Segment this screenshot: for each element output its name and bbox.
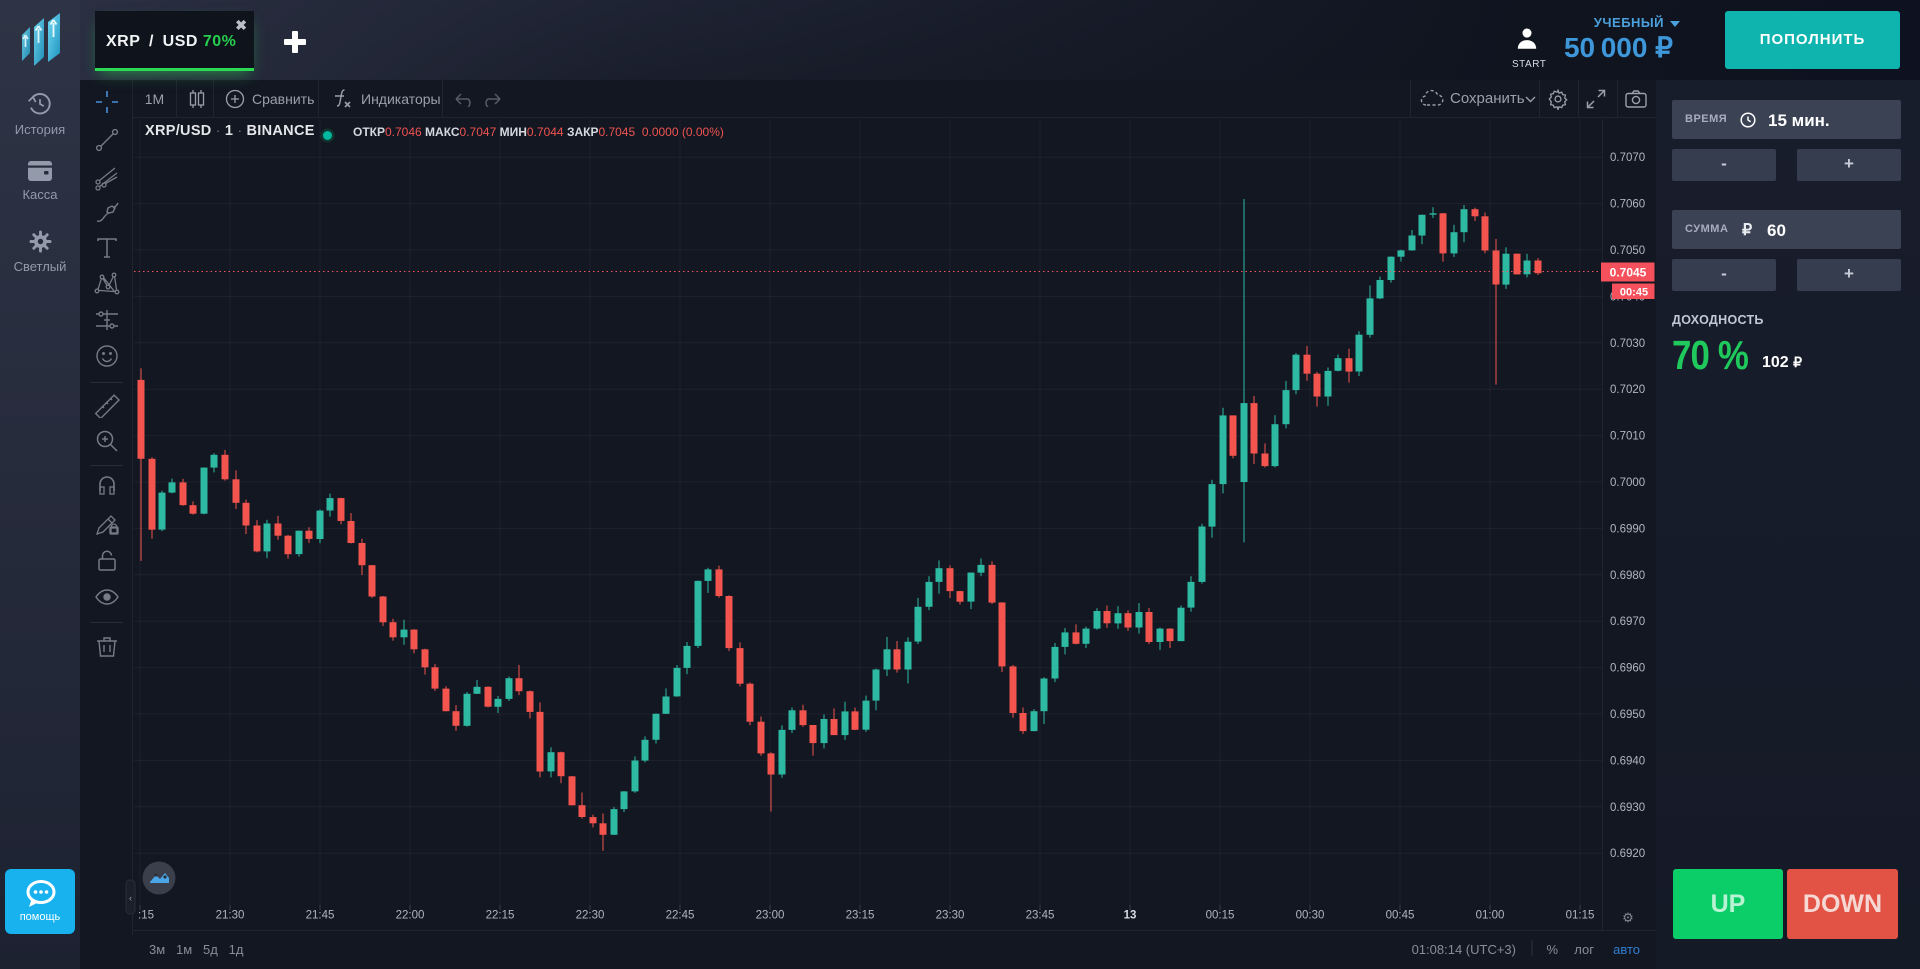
svg-text:0.6980: 0.6980 <box>1610 570 1645 582</box>
svg-text:21:45: 21:45 <box>306 910 335 922</box>
svg-text:0.7045: 0.7045 <box>1610 266 1647 280</box>
svg-text:0.6990: 0.6990 <box>1610 523 1645 535</box>
svg-text:0.7060: 0.7060 <box>1610 199 1645 211</box>
svg-text:0.7030: 0.7030 <box>1610 338 1645 350</box>
svg-text:21:30: 21:30 <box>216 910 245 922</box>
svg-text::15: :15 <box>138 910 154 922</box>
svg-text:0.7010: 0.7010 <box>1610 431 1645 443</box>
svg-text:00:15: 00:15 <box>1206 910 1235 922</box>
svg-text:0.6950: 0.6950 <box>1610 709 1645 721</box>
svg-text:0.6970: 0.6970 <box>1610 616 1645 628</box>
svg-text:0.6920: 0.6920 <box>1610 848 1645 860</box>
svg-text:0.7020: 0.7020 <box>1610 384 1645 396</box>
svg-text:23:30: 23:30 <box>936 910 965 922</box>
svg-text:00:45: 00:45 <box>1386 910 1415 922</box>
svg-text:22:30: 22:30 <box>576 910 605 922</box>
svg-text:00:45: 00:45 <box>1620 287 1648 299</box>
svg-text:‹: ‹ <box>129 893 132 903</box>
svg-text:22:45: 22:45 <box>666 910 695 922</box>
svg-text:00:30: 00:30 <box>1296 910 1325 922</box>
svg-text:23:15: 23:15 <box>846 910 875 922</box>
svg-text:0.7050: 0.7050 <box>1610 245 1645 257</box>
svg-text:0.6930: 0.6930 <box>1610 802 1645 814</box>
svg-text:01:00: 01:00 <box>1476 910 1505 922</box>
svg-text:22:15: 22:15 <box>486 910 515 922</box>
svg-text:0.7000: 0.7000 <box>1610 477 1645 489</box>
svg-text:23:00: 23:00 <box>756 910 785 922</box>
svg-text:0.6960: 0.6960 <box>1610 663 1645 675</box>
svg-text:0.6940: 0.6940 <box>1610 755 1645 767</box>
svg-text:0.7070: 0.7070 <box>1610 152 1645 164</box>
svg-text:01:15: 01:15 <box>1566 910 1595 922</box>
svg-text:⚙: ⚙ <box>1622 910 1634 925</box>
svg-text:23:45: 23:45 <box>1026 910 1055 922</box>
svg-text:13: 13 <box>1124 910 1137 922</box>
svg-text:22:00: 22:00 <box>396 910 425 922</box>
